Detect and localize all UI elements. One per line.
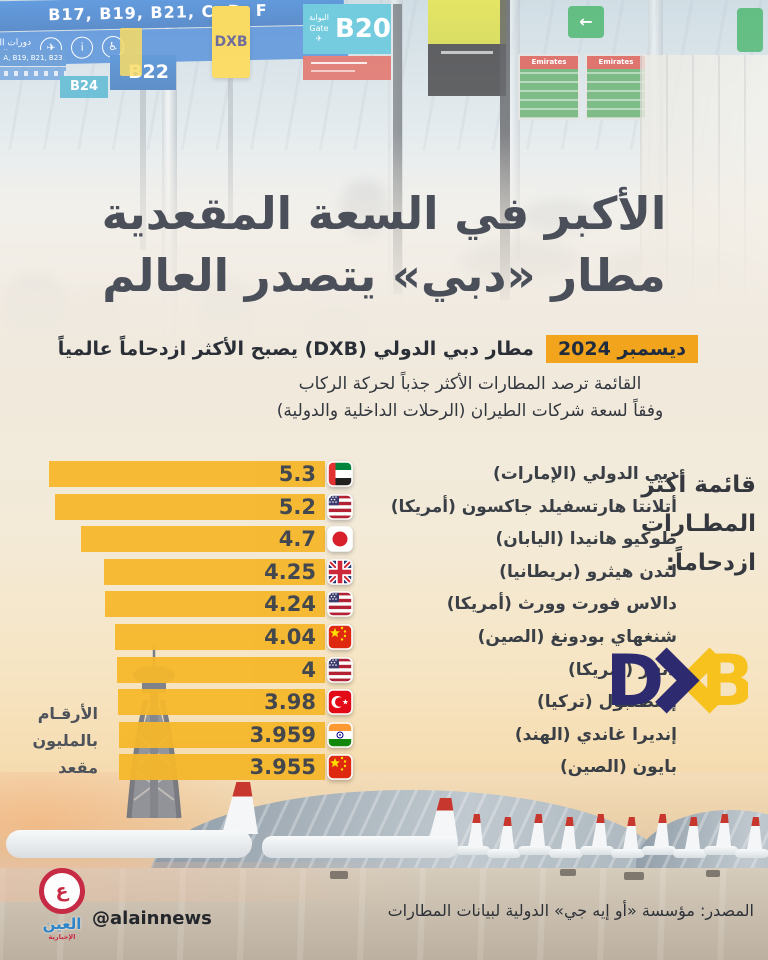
chart-bar-row: 5.3 دبي الدولي (الإمارات) — [35, 461, 695, 487]
ground-vehicle — [330, 871, 348, 879]
airport-label: طوكيو هانيدا (اليابان) — [495, 529, 677, 550]
subtitle-block: القائمة ترصد المطارات الأكثر جذباً لحركة… — [250, 371, 690, 425]
subtitle-line-1: القائمة ترصد المطارات الأكثر جذباً لحركة… — [298, 374, 642, 394]
bar-value-label: 5.2 — [278, 494, 316, 519]
country-flag-icon — [327, 656, 353, 683]
bar: 5.2 — [55, 493, 325, 520]
unit-note-line: مقعد — [58, 758, 98, 777]
chart-unit-note: الأرقـام بالمليون مقعد — [28, 700, 99, 781]
airport-label: أتلانتا هارتسفيلد جاكسون (أمريكا) — [390, 496, 677, 517]
bar-value-label: 4.24 — [264, 592, 316, 617]
ground-vehicle — [560, 869, 576, 876]
bar-value-label: 4 — [301, 657, 316, 682]
bar: 3.98 — [118, 689, 325, 716]
country-flag-icon — [327, 493, 353, 520]
alain-news-logo: ع العين الإخبارية — [36, 868, 88, 941]
bar: 4.25 — [104, 558, 325, 585]
bar: 3.959 — [119, 721, 325, 748]
chart-bar-row: 4.25 لندن هيثرو (بريطانيا) — [35, 558, 695, 585]
source-note: المصدر: مؤسسة «أو إيه جي» الدولية لبيانا… — [387, 901, 754, 920]
plane-fuselage — [262, 836, 458, 858]
bar: 4.04 — [115, 624, 325, 650]
bar-value-label: 3.955 — [249, 755, 316, 780]
bar: 3.955 — [119, 754, 325, 781]
chart-bar-row: 3.98 إسطنبول (تركيا) — [35, 689, 695, 716]
side-title-line: المطـارات — [640, 511, 756, 537]
plane-fuselage — [6, 830, 252, 858]
country-flag-icon — [327, 591, 353, 618]
side-title-line: قائمة أكثر — [641, 472, 756, 498]
page-title: الأكبر في السعة المقعدية مطار «دبي» يتصد… — [0, 183, 768, 307]
plane-fuselage — [487, 849, 521, 858]
dxb-logo-graphic: D B — [605, 639, 754, 722]
airport-label: دبي الدولي (الإمارات) — [493, 464, 677, 484]
plane-fuselage — [673, 849, 707, 858]
airport-label: إسطنبول (تركيا) — [536, 692, 677, 713]
chart-bar-row: 4.7 طوكيو هانيدا (اليابان) — [35, 526, 695, 553]
bar-value-label: 3.959 — [249, 722, 316, 747]
alain-logo-subtitle: الإخبارية — [48, 933, 76, 941]
airport-label: دالاس فورت وورث (أمريكا) — [446, 594, 677, 615]
chart-bar-row: 4.24 دالاس فورت وورث (أمريكا) — [35, 591, 695, 618]
date-lead-row: ديسمبر 2024 مطار دبي الدولي (DXB) يصبح ا… — [58, 335, 698, 363]
bar: 4.24 — [105, 591, 325, 618]
airport-label: لندن هيثرو (بريطانيا) — [499, 561, 677, 582]
bar: 4 — [117, 656, 325, 683]
ground-vehicle — [706, 870, 720, 877]
country-flag-icon — [327, 461, 353, 487]
unit-note-line: الأرقـام — [37, 704, 98, 723]
unit-note-line: بالمليون — [32, 731, 99, 750]
svg-text:D: D — [610, 644, 664, 717]
bar-chart: 5.3 دبي الدولي (الإمارات) 5.2 أتلانتا ها… — [35, 461, 695, 791]
alain-logo-icon: ع — [39, 868, 85, 914]
lead-text: مطار دبي الدولي (DXB) يصبح الأكثر ازدحام… — [57, 338, 534, 360]
date-badge: ديسمبر 2024 — [545, 335, 698, 363]
airport-label: بايون (الصين) — [560, 757, 677, 778]
bar-value-label: 3.98 — [264, 690, 316, 715]
bar-value-label: 4.04 — [264, 625, 316, 649]
ground-vehicle — [624, 872, 644, 880]
airport-label: دنفر (أمريكا) — [568, 659, 677, 680]
country-flag-icon — [327, 689, 353, 715]
title-line-1: الأكبر في السعة المقعدية — [101, 187, 667, 240]
country-flag-icon — [327, 624, 353, 650]
plane-fuselage — [580, 846, 614, 855]
plane-fuselage — [642, 846, 676, 855]
airfield-photo — [0, 772, 768, 960]
chart-bar-row: 5.2 أتلانتا هارتسفيلد جاكسون (أمريكا) — [35, 493, 695, 520]
dxb-airport-logo: D B — [605, 639, 754, 722]
chart-bar-row: 4.04 شنغهاي بودونغ (الصين) — [35, 624, 695, 650]
svg-text:B: B — [701, 644, 748, 717]
photo-fade-overlay — [0, 0, 768, 348]
bar: 4.7 — [81, 526, 325, 553]
chart-bar-row: 3.955 بايون (الصين) — [35, 754, 695, 781]
plane-fuselage — [611, 849, 645, 858]
bar-value-label: 4.25 — [264, 559, 316, 584]
country-flag-icon — [327, 721, 353, 748]
title-line-2: مطار «دبي» يتصدر العالم — [102, 249, 666, 303]
airport-terminal-photo: B17, B19, B21, C, D, F دورات المياهToile… — [0, 0, 768, 348]
airport-label: إنديرا غاندي (الهند) — [514, 724, 677, 745]
plane-fuselage — [456, 846, 490, 855]
country-flag-icon — [327, 526, 353, 552]
country-flag-icon — [327, 754, 353, 781]
chart-side-title: قائمة أكثر المطـارات ازدحاماً: — [596, 466, 756, 583]
alain-logo-name: العين — [42, 915, 82, 933]
subtitle-line-2: وفقاً لسعة شركات الطيران (الرحلات الداخل… — [276, 401, 664, 421]
plane-fuselage — [518, 846, 552, 855]
plane-fuselage — [704, 846, 738, 855]
side-title-line: ازدحاماً: — [665, 550, 756, 576]
bar-value-label: 4.7 — [278, 527, 316, 552]
plane-fuselage — [735, 849, 768, 858]
bar-value-label: 5.3 — [278, 462, 316, 486]
plane-fuselage — [549, 849, 583, 858]
airport-label: شنغهاي بودونغ (الصين) — [477, 627, 677, 647]
chart-bar-row: 3.959 إنديرا غاندي (الهند) — [35, 721, 695, 748]
social-handle: @alainnews — [92, 908, 212, 929]
bar: 5.3 — [49, 461, 325, 487]
country-flag-icon — [327, 558, 353, 585]
chart-bar-row: 4 دنفر (أمريكا) — [35, 656, 695, 683]
